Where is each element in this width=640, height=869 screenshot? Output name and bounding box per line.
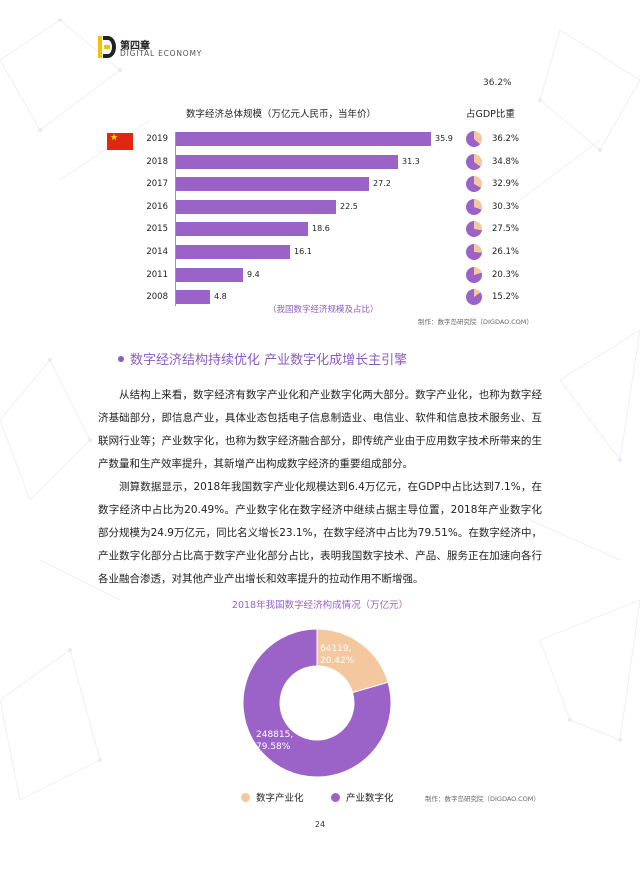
- floating-percentage: 36.2%: [483, 78, 512, 88]
- paragraph-structure: 从结构上来看，数字经济有数字产业化和产业数字化两大部分。数字产业化，也称为数字经…: [98, 389, 542, 470]
- donut-label-digital-industrialization: 64119, 20.42%: [320, 643, 354, 667]
- gdp-share-label: 30.3%: [492, 201, 520, 212]
- chapter-label: 第四章: [120, 41, 150, 52]
- donut-chart-title: 2018年我国数字经济构成情况（万亿元）: [231, 600, 409, 611]
- donut-slice: [242, 628, 392, 778]
- bar-row: 2008 4.8 15.2%: [0, 289, 640, 308]
- bar-row: 2011 9.4 20.3%: [0, 266, 640, 286]
- gdp-share-pie-icon: [466, 266, 482, 283]
- gdp-share-pie-icon: [466, 153, 482, 170]
- bar-chart-caption: （我国数字经济规模及占比）: [268, 305, 379, 315]
- bar-row: 2017 27.2 32.9%: [0, 176, 640, 195]
- gdp-share-pie-icon: [466, 198, 482, 215]
- legend-swatch: [331, 793, 340, 802]
- legend-swatch: [241, 793, 250, 802]
- bar-value-label: 18.6: [312, 224, 330, 234]
- gdp-share-label: 26.1%: [492, 247, 520, 257]
- gdp-share-label: 27.5%: [492, 224, 520, 235]
- bar: [176, 199, 336, 214]
- bar-category-label: 2015: [146, 224, 168, 235]
- digital-economy-logo-icon: [98, 36, 116, 58]
- bar-row: 2016 22.5 30.3%: [0, 198, 640, 218]
- section-heading-text: 数字经济结构持续优化 产业数字化成增长主引擎: [130, 353, 408, 368]
- paragraph-data: 测算数据显示，2018年我国数字产业化规模达到6.4万亿元，在GDP中占比达到7…: [98, 481, 542, 585]
- legend-item-digital-industrialization: 数字产业化: [241, 790, 304, 804]
- donut-value-label: 248815,: [256, 730, 294, 740]
- legend-item-industrial-digitization: 产业数字化: [331, 790, 394, 804]
- gdp-share-pie-icon: [466, 289, 482, 306]
- bar: [176, 222, 308, 237]
- chapter-subtitle: DIGITAL ECONOMY: [120, 49, 203, 58]
- gdp-share-pie-icon: [466, 221, 482, 238]
- bar: [176, 177, 369, 192]
- bar-value-label: 27.2: [373, 179, 391, 189]
- gdp-share-pie-icon: [466, 244, 482, 260]
- page-number: 24: [314, 820, 326, 829]
- bar: [176, 245, 290, 259]
- donut-label-industrial-digitization: 248815, 79.58%: [256, 729, 293, 753]
- bar-chart-axis: [175, 132, 176, 306]
- bar-category-label: 2018: [146, 156, 168, 167]
- donut-chart: [242, 628, 392, 778]
- bar-category-label: 2016: [146, 201, 168, 212]
- legend-label: 数字产业化: [256, 793, 304, 804]
- legend-label: 产业数字化: [346, 793, 394, 804]
- donut-percent-label: 79.58%: [256, 742, 291, 752]
- bar: [176, 290, 210, 305]
- bar: [176, 132, 431, 146]
- gdp-share-label: 20.3%: [492, 269, 520, 280]
- donut-value-label: 64119,: [320, 644, 352, 654]
- bar-category-label: 2019: [146, 134, 168, 144]
- bar-category-label: 2014: [146, 247, 168, 257]
- bar-chart-credit: 制作：数字岛研究院（DIGDAO.COM）: [418, 318, 533, 326]
- section-heading: 数字经济结构持续优化 产业数字化成增长主引擎: [118, 349, 407, 368]
- donut-percent-label: 20.42%: [320, 656, 355, 666]
- bar-value-label: 31.3: [402, 156, 420, 166]
- bar-value-label: 22.5: [340, 201, 358, 211]
- bar-row: 2014 16.1 26.1%: [0, 244, 640, 263]
- bar-value-label: 16.1: [294, 247, 312, 256]
- bar-row: 2019 35.9 36.2%: [0, 131, 640, 150]
- gdp-share-title: 占GDP比重: [466, 109, 515, 120]
- gdp-share-label: 34.8%: [492, 156, 520, 167]
- gdp-share-pie-icon: [466, 176, 482, 193]
- bar-category-label: 2017: [146, 179, 168, 190]
- gdp-share-label: 36.2%: [492, 134, 520, 144]
- bar-row: 2015 18.6 27.5%: [0, 221, 640, 240]
- bar-value-label: 4.8: [214, 292, 227, 302]
- donut-chart-credit: 制作：数字岛研究院（DIGDAO.COM）: [425, 795, 540, 803]
- bar-category-label: 2008: [146, 292, 168, 303]
- bar-value-label: 9.4: [247, 269, 260, 279]
- gdp-share-label: 15.2%: [492, 292, 520, 303]
- bullet-icon: [118, 355, 124, 362]
- bar: [176, 154, 398, 169]
- bar-row: 2018 31.3 34.8%: [0, 153, 640, 173]
- bar-value-label: 35.9: [435, 134, 453, 143]
- gdp-share-label: 32.9%: [492, 179, 520, 190]
- bar-chart-title: 数字经济总体规模（万亿元人民币，当年价）: [186, 109, 377, 120]
- gdp-share-pie-icon: [466, 131, 482, 147]
- bar-category-label: 2011: [146, 269, 168, 280]
- bar: [176, 267, 243, 282]
- china-flag-icon: ★: [107, 133, 133, 150]
